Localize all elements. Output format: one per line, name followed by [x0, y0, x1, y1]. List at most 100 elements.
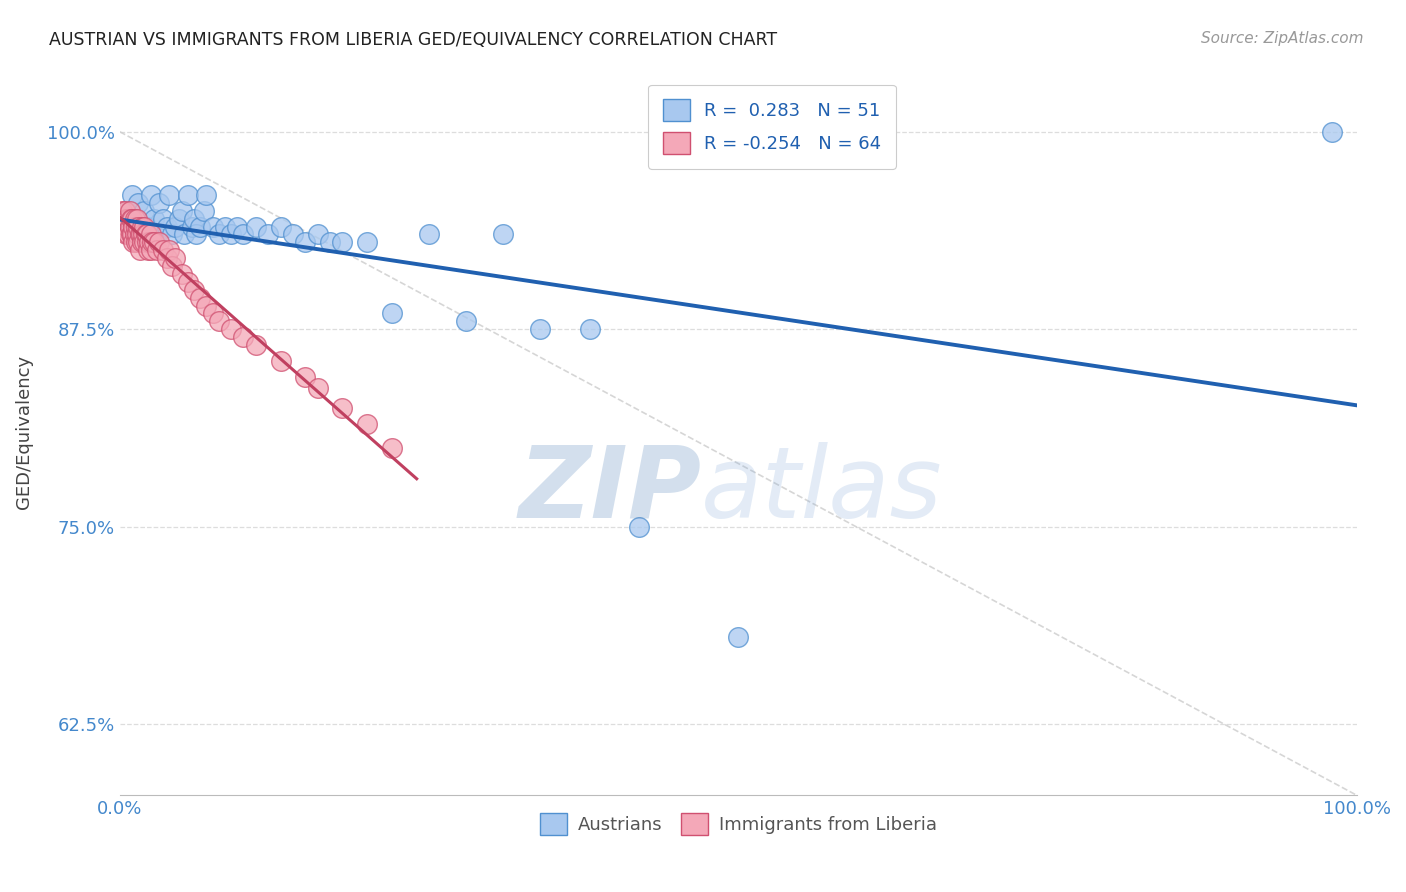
Point [136, 219, 159, 234]
Point [183, 283, 205, 297]
Point [139, 188, 162, 202]
Point [157, 188, 180, 202]
Point [125, 219, 148, 234]
Point [131, 227, 153, 242]
Point [148, 235, 170, 250]
Point [281, 227, 304, 242]
Point [117, 227, 139, 242]
Point [195, 188, 218, 202]
Point [125, 211, 148, 226]
Point [160, 259, 183, 273]
Text: AUSTRIAN VS IMMIGRANTS FROM LIBERIA GED/EQUIVALENCY CORRELATION CHART: AUSTRIAN VS IMMIGRANTS FROM LIBERIA GED/… [49, 31, 778, 49]
Point [134, 235, 156, 250]
Point [270, 354, 292, 368]
Point [579, 322, 602, 336]
Point [418, 227, 440, 242]
Point [120, 227, 142, 242]
Point [136, 235, 159, 250]
Point [131, 235, 153, 250]
Legend: Austrians, Immigrants from Liberia: Austrians, Immigrants from Liberia [531, 805, 946, 845]
Point [1322, 125, 1344, 139]
Point [319, 235, 342, 250]
Point [332, 401, 354, 416]
Point [165, 219, 187, 234]
Point [146, 244, 169, 258]
Point [129, 227, 152, 242]
Point [201, 306, 224, 320]
Point [118, 203, 141, 218]
Point [307, 381, 329, 395]
Point [160, 227, 183, 242]
Point [167, 211, 190, 226]
Point [118, 219, 141, 234]
Point [125, 235, 148, 250]
Point [183, 211, 205, 226]
Point [356, 417, 378, 431]
Point [136, 244, 159, 258]
Point [193, 203, 215, 218]
Point [156, 251, 179, 265]
Point [124, 227, 146, 242]
Point [219, 322, 242, 336]
Point [131, 219, 153, 234]
Point [628, 520, 651, 534]
Point [135, 227, 157, 242]
Point [118, 219, 141, 234]
Point [245, 338, 267, 352]
Point [188, 219, 211, 234]
Point [219, 227, 242, 242]
Point [170, 203, 193, 218]
Point [136, 227, 159, 242]
Point [128, 244, 150, 258]
Point [294, 369, 316, 384]
Point [127, 195, 149, 210]
Point [307, 227, 329, 242]
Point [122, 235, 145, 250]
Point [148, 195, 170, 210]
Point [138, 235, 160, 250]
Point [186, 227, 208, 242]
Point [122, 219, 145, 234]
Point [170, 267, 193, 281]
Point [208, 314, 231, 328]
Point [115, 211, 138, 226]
Point [117, 211, 139, 226]
Point [143, 235, 166, 250]
Point [141, 235, 163, 250]
Y-axis label: GED/Equivalency: GED/Equivalency [15, 355, 32, 509]
Point [112, 219, 135, 234]
Point [157, 244, 180, 258]
Text: Source: ZipAtlas.com: Source: ZipAtlas.com [1201, 31, 1364, 46]
Point [208, 227, 231, 242]
Point [270, 219, 292, 234]
Point [152, 244, 174, 258]
Point [214, 219, 236, 234]
Point [139, 227, 162, 242]
Point [124, 211, 146, 226]
Point [226, 219, 249, 234]
Point [294, 235, 316, 250]
Point [232, 227, 254, 242]
Text: ZIP: ZIP [519, 442, 702, 539]
Point [115, 227, 138, 242]
Point [257, 227, 280, 242]
Point [165, 251, 187, 265]
Point [492, 227, 515, 242]
Point [128, 227, 150, 242]
Point [177, 275, 200, 289]
Point [456, 314, 478, 328]
Point [727, 631, 749, 645]
Point [139, 244, 162, 258]
Point [156, 219, 179, 234]
Point [173, 227, 195, 242]
Point [121, 227, 143, 242]
Point [134, 219, 156, 234]
Point [177, 188, 200, 202]
Point [529, 322, 551, 336]
Point [127, 235, 149, 250]
Point [332, 235, 354, 250]
Point [121, 211, 143, 226]
Point [115, 219, 138, 234]
Text: atlas: atlas [702, 442, 943, 539]
Point [127, 219, 149, 234]
